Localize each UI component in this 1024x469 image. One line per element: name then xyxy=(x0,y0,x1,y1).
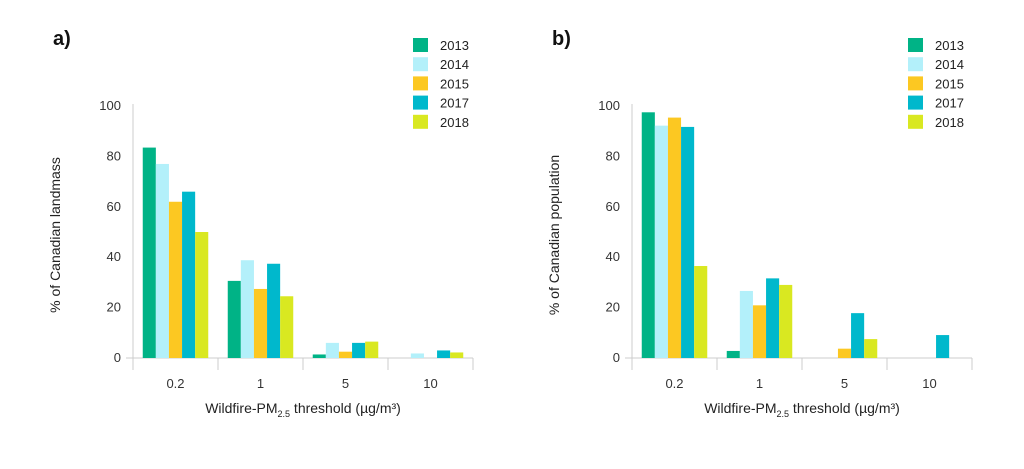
bar-2017-5 xyxy=(352,342,366,358)
x-axis-label: Wildfire-PM2.5 threshold (µg/m³) xyxy=(704,400,900,419)
x-label-subscript: 2.5 xyxy=(278,409,291,419)
bar-2013-5 xyxy=(312,354,326,358)
y-tick-label: 80 xyxy=(606,148,620,163)
bar-2015-0.2 xyxy=(168,201,183,358)
bar-2017-1 xyxy=(766,278,780,358)
x-tick-label: 10 xyxy=(922,376,936,391)
legend-swatch-2015 xyxy=(908,76,923,91)
bar-2014-5 xyxy=(325,342,339,358)
y-tick-label: 20 xyxy=(107,300,121,315)
bar-2015-1 xyxy=(253,288,268,358)
y-tick-label: 20 xyxy=(606,300,620,315)
bar-2018-0.2 xyxy=(694,266,708,358)
x-label-rest: threshold (µg/m³) xyxy=(789,400,900,416)
legend-label: 2017 xyxy=(440,96,469,111)
y-tick-label: 60 xyxy=(606,199,620,214)
legend-label: 2013 xyxy=(440,38,469,53)
legend-label: 2013 xyxy=(935,38,964,53)
y-tick-label: 100 xyxy=(598,98,620,113)
bar-2017-1 xyxy=(267,263,281,358)
x-tick-label: 1 xyxy=(257,376,264,391)
bar-2014-1 xyxy=(240,260,254,358)
legend: 2013 2014 2015 2017 2018 xyxy=(413,38,469,130)
legend-swatch-2018 xyxy=(413,114,428,129)
bar-2015-1 xyxy=(752,305,767,358)
bar-2013-0.2 xyxy=(142,147,156,358)
x-tick-label: 10 xyxy=(423,376,437,391)
bar-2014-1 xyxy=(739,290,753,358)
legend-label: 2015 xyxy=(935,76,964,91)
bar-2018-5 xyxy=(365,341,379,358)
y-tick-label: 60 xyxy=(107,199,121,214)
x-tick-label: 0.2 xyxy=(166,376,184,391)
x-tick-label: 0.2 xyxy=(665,376,683,391)
x-tick-label: 5 xyxy=(841,376,848,391)
legend-label: 2017 xyxy=(935,96,964,111)
legend-label: 2014 xyxy=(440,57,469,72)
x-tick-label: 5 xyxy=(342,376,349,391)
legend-label: 2018 xyxy=(440,115,469,130)
bar-2015-5 xyxy=(338,351,353,358)
x-tick-label: 1 xyxy=(756,376,763,391)
bar-2017-5 xyxy=(851,313,865,358)
legend-swatch-2017 xyxy=(908,95,923,110)
bar-2017-10 xyxy=(936,335,950,358)
x-axis-label: Wildfire-PM2.5 threshold (µg/m³) xyxy=(205,400,401,419)
bar-2015-0.2 xyxy=(667,117,682,358)
x-label-rest: threshold (µg/m³) xyxy=(290,400,401,416)
y-tick-label: 0 xyxy=(613,350,620,365)
bar-2018-0.2 xyxy=(195,232,209,358)
legend-label: 2018 xyxy=(935,115,964,130)
panel-label: b) xyxy=(552,28,571,50)
y-tick-label: 0 xyxy=(114,350,121,365)
legend-swatch-2017 xyxy=(413,95,428,110)
y-tick-label: 40 xyxy=(107,249,121,264)
y-tick-label: 100 xyxy=(99,98,121,113)
x-label-main: Wildfire-PM xyxy=(205,400,277,416)
chart-b: b) 0 20 40 60 80 100 0.2 1 5 10 Wildfire-PM2.5 thre… xyxy=(546,28,973,419)
x-label-main: Wildfire-PM xyxy=(704,400,776,416)
bar-2017-10 xyxy=(437,350,451,358)
bar-2013-1 xyxy=(227,280,241,358)
bar-2013-0.2 xyxy=(641,112,655,358)
bar-2017-0.2 xyxy=(182,191,196,358)
legend-label: 2015 xyxy=(440,76,469,91)
bar-2015-5 xyxy=(837,348,852,358)
bar-2018-10 xyxy=(450,352,464,358)
y-tick-label: 80 xyxy=(107,148,121,163)
bar-2018-1 xyxy=(280,296,294,358)
legend: 2013 2014 2015 2017 2018 xyxy=(908,38,964,130)
bar-2017-0.2 xyxy=(681,126,695,358)
y-axis-label: % of Canadian landmass xyxy=(47,157,63,313)
bar-2013-1 xyxy=(726,350,740,358)
legend-swatch-2015 xyxy=(413,76,428,91)
x-label-subscript: 2.5 xyxy=(777,409,790,419)
y-tick-label: 40 xyxy=(606,249,620,264)
legend-swatch-2018 xyxy=(908,114,923,129)
bar-2014-10 xyxy=(410,353,424,358)
chart-a: a) 0 20 40 60 80 100 0.2 1 5 10 Wildfire-PM2.5 thre… xyxy=(47,28,474,419)
bar-2018-1 xyxy=(779,284,793,358)
legend-swatch-2014 xyxy=(413,57,428,72)
y-axis-label: % of Canadian population xyxy=(546,155,562,315)
legend-swatch-2014 xyxy=(908,57,923,72)
bar-2014-0.2 xyxy=(155,163,169,358)
bar-2014-0.2 xyxy=(654,125,668,358)
panel-label: a) xyxy=(53,28,71,50)
legend-swatch-2013 xyxy=(908,38,923,52)
legend-label: 2014 xyxy=(935,57,964,72)
bar-2018-5 xyxy=(864,339,878,358)
legend-swatch-2013 xyxy=(413,38,428,52)
